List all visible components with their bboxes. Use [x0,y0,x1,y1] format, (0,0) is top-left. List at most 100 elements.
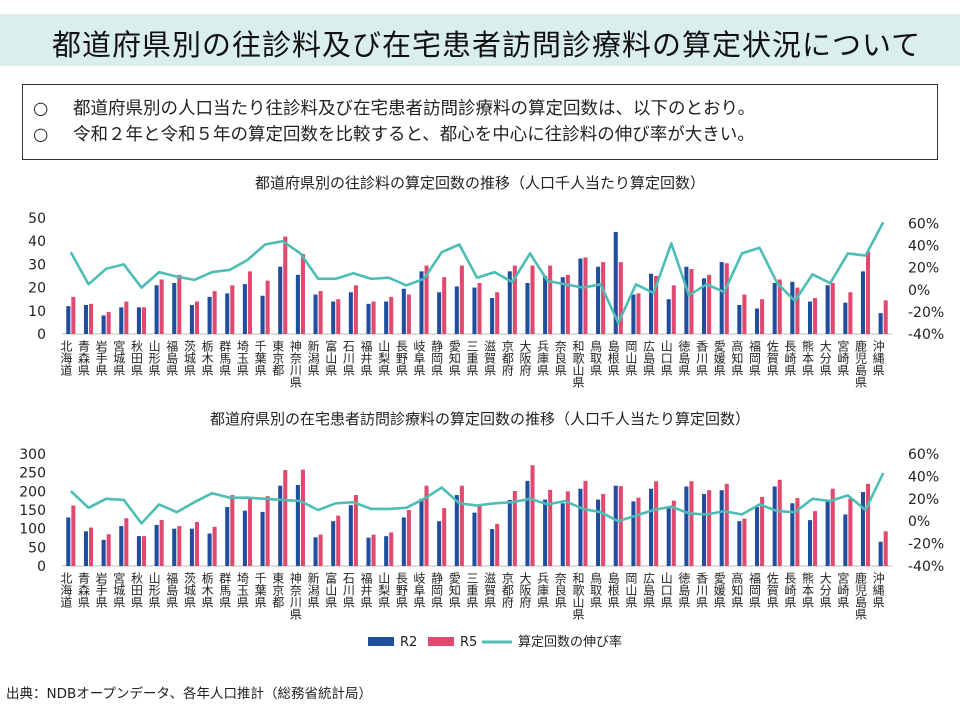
summary-text: 令和２年と令和５年の算定回数を比較すると、都心を中心に往診料の伸び率が大きい。 [73,125,755,145]
x-tick-label: 群馬県 [218,572,232,608]
summary-line-1: ○ 都道府県別の人口当たり往診料及び在宅患者訪問診療料の算定回数は、以下のとおり。 [33,95,755,120]
x-tick-label: 愛知県 [447,572,461,608]
x-tick-label: 兵庫県 [536,340,550,376]
bar-r5 [71,296,76,334]
x-tick-label: 熊本県 [801,339,815,376]
x-tick-label: 神奈川県 [288,340,302,388]
bar-r5 [177,526,182,566]
bar-r5 [141,307,147,334]
bar-r5 [247,498,252,566]
bar-r2 [878,541,883,566]
x-tick-label: 宮城県 [112,339,126,376]
bar-r5 [548,489,553,566]
bar-r2 [666,299,671,334]
bar-r2 [331,301,336,334]
bar-r5 [530,265,535,334]
legend-label-r2: R2 [400,635,417,650]
bar-r5 [406,510,411,566]
bar-r5 [601,493,606,566]
legend-label-growth: 算定回数の伸び率 [518,634,622,650]
bar-r5 [124,301,129,334]
x-tick-label: 埼玉県 [235,340,249,376]
x-tick-label: 和歌山県 [571,572,585,620]
x-tick-label: 宮崎県 [836,339,850,376]
bar-r5 [159,520,164,566]
x-tick-label: 鹿児島県 [854,339,868,388]
bar-r2 [437,521,442,566]
page-title: 都道府県別の往診料及び在宅患者訪問診療料の算定状況について [52,28,922,62]
bar-r5 [283,236,288,334]
bar-r2 [242,284,247,334]
x-tick-label: 佐賀県 [765,572,779,608]
x-tick-label: 奈良県 [553,572,567,608]
x-tick-label: 山形県 [147,572,161,608]
x-tick-label: 福島県 [165,571,179,608]
x-tick-label: 長野県 [394,572,408,608]
bar-r2 [825,501,830,566]
bar-r2 [260,511,265,566]
bar-r5 [300,469,305,566]
bar-r2 [136,307,141,334]
bar-r5 [583,480,588,566]
bar-r5 [318,291,323,334]
bar-r5 [636,293,641,334]
growth-line [69,472,885,525]
bar-r5 [353,495,358,566]
bar-r2 [207,296,212,334]
bar-r5 [724,483,729,566]
bar-r2 [401,517,406,566]
x-tick-label: 秋田県 [129,572,143,608]
x-tick-label: 北海道 [59,340,73,376]
x-tick-label: 群馬県 [218,340,232,376]
bar-r2 [578,258,583,334]
bar-r5 [212,291,217,334]
x-tick-label: 石川県 [341,572,355,608]
bar-r2 [348,505,353,566]
bar-r2 [649,273,654,334]
bar-r2 [843,302,848,334]
bar-r2 [543,499,548,566]
bar-r2 [543,276,548,334]
bar-r5 [548,265,553,334]
x-tick-label: 兵庫県 [536,572,550,608]
y2-tick-label: 0% [908,514,930,530]
bar-r2 [702,493,707,566]
x-tick-label: 高知県 [730,339,744,376]
x-tick-label: 香川県 [695,572,709,608]
bar-r2 [649,488,654,566]
bar-r2 [384,301,389,334]
bar-r2 [472,512,477,566]
bar-r5 [336,515,341,566]
bar-r5 [88,527,94,566]
bullet-mark: ○ [33,99,49,119]
x-tick-label: 山口県 [659,340,673,376]
bar-r2 [843,514,848,566]
bar-r5 [671,285,676,334]
bar-r5 [883,531,888,566]
source-note: 出典：NDBオープンデータ、各年人口推計（総務省統計局） [6,686,373,702]
x-tick-label: 福井県 [359,339,373,376]
x-tick-label: 宮崎県 [836,571,850,608]
bar-r2 [860,271,866,334]
bar-r5 [177,274,182,334]
x-tick-label: 滋賀県 [483,340,497,376]
bar-r5 [760,299,765,334]
bar-r5 [459,265,464,334]
bar-r2 [83,305,88,334]
x-tick-label: 沖縄県 [871,572,885,608]
title-bar: 都道府県別の往診料及び在宅患者訪問診療料の算定状況について [0,14,960,66]
bar-r5 [795,498,800,566]
x-tick-label: 東京都 [271,572,285,608]
x-tick-label: 秋田県 [129,340,143,376]
bar-r2 [507,499,512,566]
x-tick-label: 山口県 [659,572,673,608]
bar-r2 [719,490,724,566]
x-tick-label: 神奈川県 [288,572,302,620]
bar-r5 [795,287,800,334]
bar-r5 [654,276,659,334]
x-tick-label: 鹿児島県 [854,571,868,620]
y-tick-label: 10 [28,304,46,320]
bar-r2 [560,503,565,566]
x-tick-label: 静岡県 [430,340,444,376]
bar-r5 [777,279,782,334]
